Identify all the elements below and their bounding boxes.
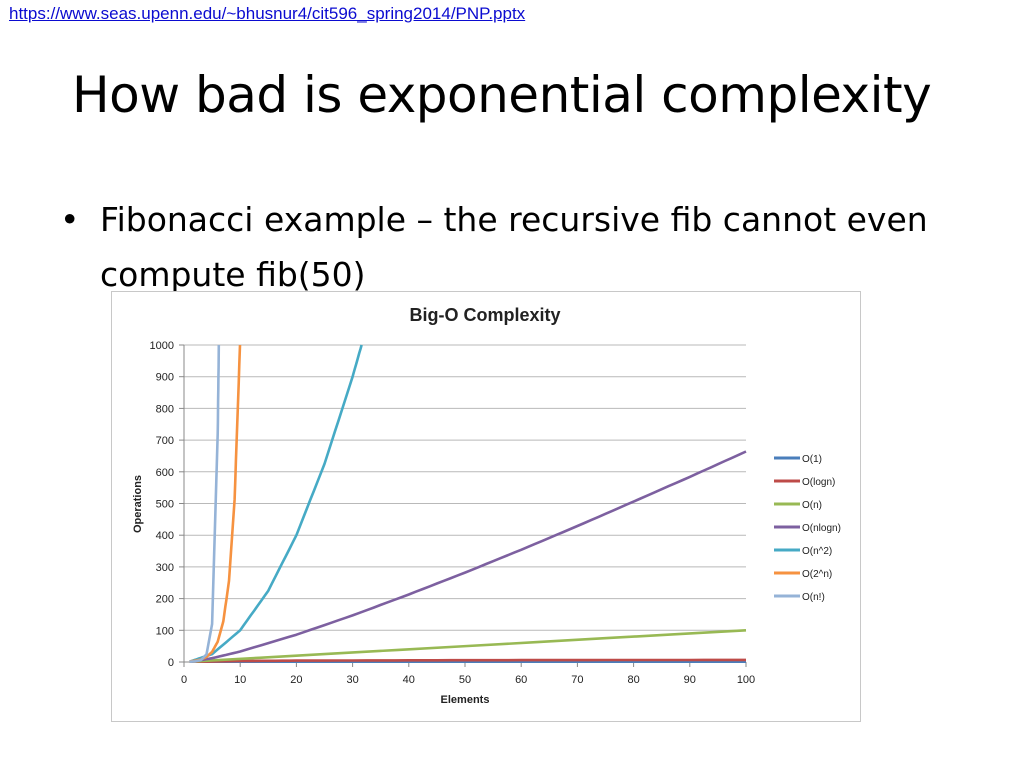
x-tick-label: 60 <box>515 674 527 686</box>
y-tick-label: 500 <box>156 499 174 511</box>
bullet-item: • Fibonacci example – the recursive fib … <box>60 192 940 302</box>
y-tick-label: 1000 <box>150 340 174 352</box>
y-tick-label: 700 <box>156 435 174 447</box>
x-tick-label: 0 <box>181 674 187 686</box>
x-tick-label: 70 <box>571 674 583 686</box>
x-tick-label: 40 <box>403 674 415 686</box>
x-tick-label: 90 <box>684 674 696 686</box>
x-tick-label: 30 <box>346 674 358 686</box>
series-line-1 <box>189 658 746 663</box>
bullet-marker: • <box>60 200 80 239</box>
source-link[interactable]: https://www.seas.upenn.edu/~bhusnur4/cit… <box>9 4 526 23</box>
series-line-3 <box>189 450 747 663</box>
x-tick-label: 50 <box>459 674 471 686</box>
y-tick-label: 300 <box>156 562 174 574</box>
x-tick-label: 10 <box>234 674 246 686</box>
chart-ticks: 0 100 200 300 400 500 600 700 800 900 1000 0 10 20 30 4… <box>150 340 756 686</box>
series-line-2 <box>189 629 747 663</box>
x-tick-label: 80 <box>627 674 639 686</box>
legend-label: O(n!) <box>802 592 825 603</box>
series-line-6 <box>189 344 221 663</box>
legend-label: O(2^n) <box>802 569 832 580</box>
legend-label: O(n^2) <box>802 546 832 557</box>
legend-label: O(nlogn) <box>802 523 841 534</box>
chart-grid <box>183 344 746 663</box>
slide-title: How bad is exponential complexity <box>72 66 932 124</box>
legend-label: O(1) <box>802 454 822 465</box>
legend-label: O(logn) <box>802 477 835 488</box>
x-tick-label: 20 <box>290 674 302 686</box>
y-tick-label: 100 <box>156 625 174 637</box>
chart-series <box>189 344 747 663</box>
y-axis-label: Operations <box>132 475 144 533</box>
y-tick-label: 0 <box>168 657 174 669</box>
x-axis-label: Elements <box>441 694 490 706</box>
bullet-text: Fibonacci example – the recursive fib ca… <box>100 200 928 294</box>
chart-legend: O(1) O(logn) O(n) O(nlogn) O(n^2) O(2^n) O(n!) <box>774 454 841 603</box>
chart-title: Big-O Complexity <box>409 305 560 325</box>
y-tick-label: 800 <box>156 403 174 415</box>
y-tick-label: 200 <box>156 594 174 606</box>
x-tick-label: 100 <box>737 674 755 686</box>
y-tick-label: 400 <box>156 530 174 542</box>
chart-canvas: Big-O Complexity 01002003004005006007008… <box>132 305 841 706</box>
legend-label: O(n) <box>802 500 822 511</box>
big-o-chart: Big-O Complexity 0 100 200 300 400 500 600 700 8… <box>111 291 861 722</box>
series-line-4 <box>189 344 363 663</box>
y-tick-label: 900 <box>156 372 174 384</box>
y-tick-label: 600 <box>156 467 174 479</box>
